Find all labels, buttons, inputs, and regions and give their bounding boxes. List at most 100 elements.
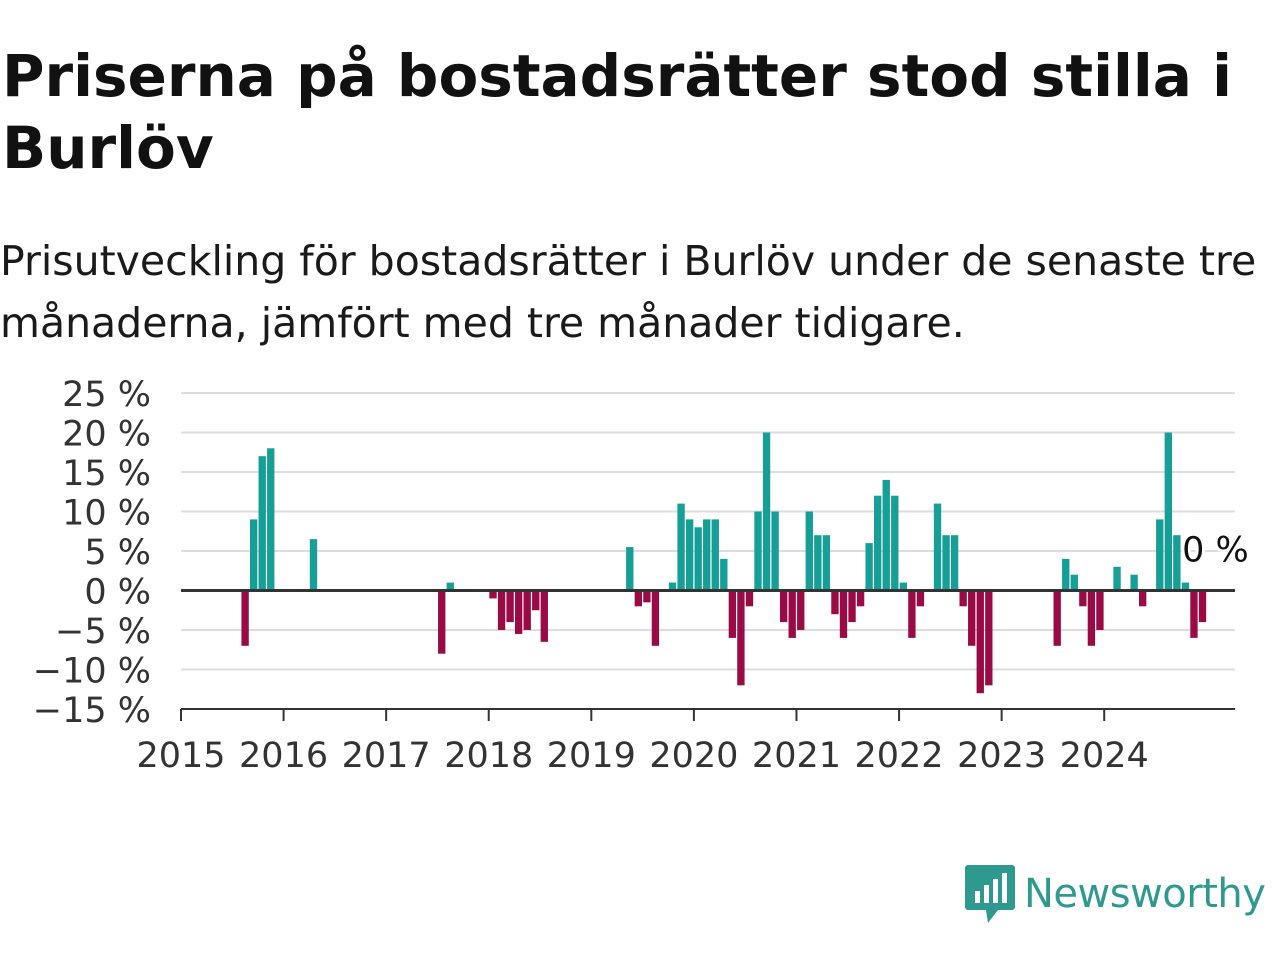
bar-2018-03 [506,590,514,623]
bar-2021-01 [797,590,805,630]
bar-2021-09 [865,543,873,591]
bar-2021-07 [848,590,856,623]
bar-2018-07 [540,590,548,642]
x-tick-label: 2024 [1060,736,1149,776]
x-tick-label: 2021 [752,736,841,776]
bar-2024-12 [1198,590,1207,623]
bar-2024-04 [1130,574,1138,591]
bar-2020-03 [711,519,719,591]
bar-2021-10 [874,495,882,591]
bar-2017-08 [446,582,454,591]
bar-2022-08 [959,590,967,607]
bar-2024-10 [1181,582,1190,591]
bar-2017-07 [438,590,446,654]
bar-2021-02 [805,511,813,591]
bar-2021-08 [856,590,865,607]
y-tick-label: 0 % [84,573,151,613]
bar-2022-01 [899,582,907,591]
bar-2021-06 [839,590,848,638]
bar-2022-03 [916,590,925,607]
x-tick-label: 2016 [239,736,328,776]
x-tick-label: 2020 [649,736,738,776]
bar-2023-12 [1096,590,1104,630]
bar-2022-09 [968,590,976,646]
newsworthy-chart-bubble-icon [965,865,1015,923]
bar-2023-09 [1070,574,1078,591]
logo-wordmark: Newsworthy [1024,871,1266,917]
bar-2020-12 [788,590,796,638]
bar-2020-02 [703,519,711,591]
bar-2023-11 [1087,590,1096,646]
newsworthy-logo: Newsworthy [964,862,1266,926]
y-tick-label: 25 % [62,375,151,415]
x-tick-label: 2023 [957,736,1046,776]
bar-2022-07 [950,535,959,591]
bar-chart: 25 %20 %15 %10 %5 %0 %−5 %−10 %−15 % 201… [33,375,1252,776]
bar-2024-02 [1113,566,1121,591]
bar-2020-07 [745,590,754,607]
bar-2015-10 [258,456,266,591]
y-tick-label: −15 % [33,691,151,731]
bar-2018-01 [489,590,497,599]
bar-2018-06 [532,590,540,611]
bar-2015-09 [249,519,258,591]
bar-2019-05 [626,547,634,591]
bar-2023-07 [1053,590,1061,646]
x-axis: 2015 2016 2017 2018 2019 2020 2021 2022 2023 2024 [136,708,1235,776]
bar-2024-09 [1173,535,1181,591]
bar-2016-04 [309,539,318,591]
bar-2022-10 [976,590,984,694]
bar-2020-01 [694,527,702,591]
x-tick-label: 2022 [855,736,944,776]
bar-2020-11 [779,590,788,623]
y-tick-label: −5 % [55,612,151,652]
bar-2020-09 [762,432,771,591]
x-tick-label: 2017 [342,736,431,776]
bar-2021-11 [882,479,890,591]
chart-title: Priserna på bostadsrätter stod stilla i … [2,42,1232,182]
y-tick-label: 15 % [62,454,151,494]
bar-2018-02 [497,590,506,630]
bars [241,432,1207,694]
x-tick-label: 2018 [444,736,533,776]
y-tick-label: 5 % [84,533,151,573]
bar-2021-04 [822,535,831,591]
bar-2019-10 [668,582,677,591]
bar-2021-05 [831,590,839,615]
annotation-label: 0 % [1182,531,1249,571]
y-tick-label: 20 % [62,415,151,455]
bar-2015-08 [241,590,249,646]
bar-2024-11 [1190,590,1198,638]
bar-2019-08 [651,590,660,646]
bar-2019-06 [634,590,643,607]
bar-2019-11 [677,503,685,591]
bar-2020-10 [771,511,779,591]
bar-2018-04 [514,590,523,634]
y-axis-labels: 25 %20 %15 %10 %5 %0 %−5 %−10 %−15 % [33,375,151,731]
bar-2021-03 [814,535,822,591]
bar-2020-08 [754,511,762,591]
bar-2018-05 [523,590,531,630]
y-tick-label: −10 % [33,652,151,692]
bar-2024-07 [1156,519,1164,591]
bar-2024-05 [1139,590,1147,607]
bar-2022-05 [933,503,942,591]
chart-subtitle: Prisutveckling för bostadsrätter i Burlö… [0,237,1257,347]
y-tick-label: 10 % [62,494,151,534]
x-tick-label: 2015 [136,736,225,776]
bar-2022-06 [942,535,950,591]
bar-2020-04 [720,558,728,591]
bar-2021-12 [891,495,899,591]
annotation: 0 % [1179,528,1252,574]
bar-2023-10 [1079,590,1087,607]
bar-2024-08 [1164,432,1172,591]
bar-2019-12 [685,519,694,591]
x-tick-label: 2019 [547,736,636,776]
bar-2023-08 [1062,558,1070,591]
bar-2022-11 [985,590,993,686]
bar-2020-06 [737,590,745,686]
bar-2022-02 [908,590,916,638]
bar-2019-07 [643,590,651,603]
bar-2020-05 [728,590,737,638]
bar-2015-11 [267,448,275,591]
